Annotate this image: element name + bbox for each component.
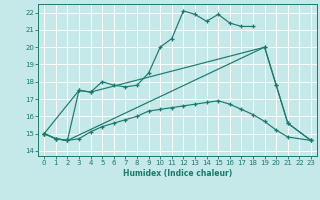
X-axis label: Humidex (Indice chaleur): Humidex (Indice chaleur): [123, 169, 232, 178]
